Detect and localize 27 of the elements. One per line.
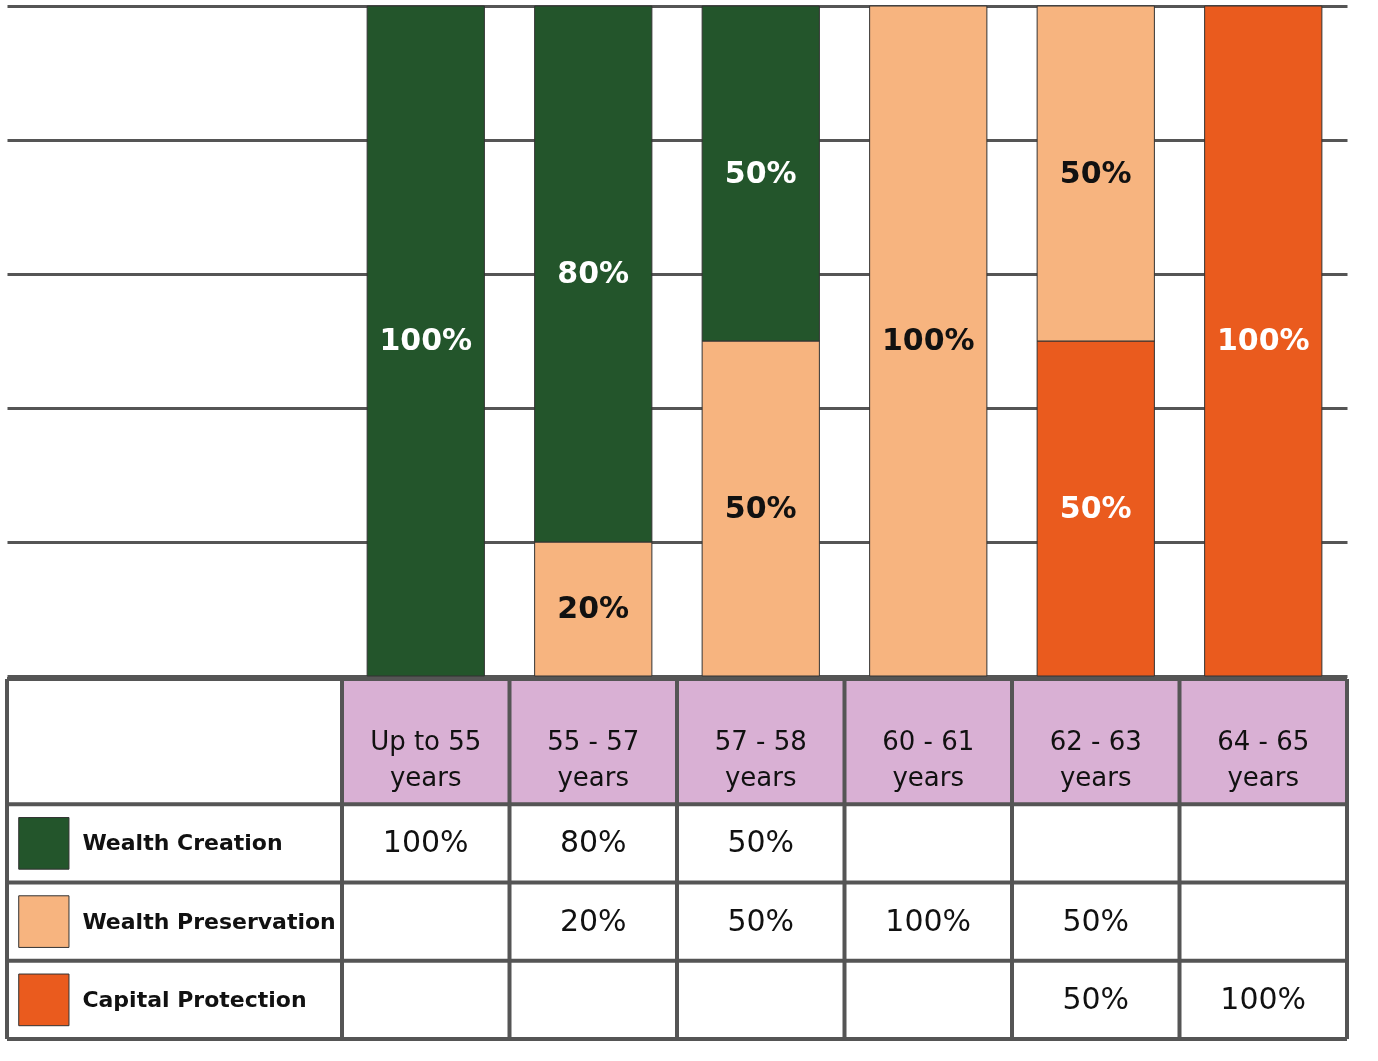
text: 20% [557, 590, 630, 625]
data-label: 100% [1220, 980, 1307, 1016]
text: 100% [379, 322, 473, 357]
data-label: 100% [382, 824, 469, 860]
text: 50% [1059, 154, 1132, 190]
text: 100% [1216, 322, 1310, 357]
x-tick-label: Up to 55 years [370, 725, 482, 792]
data-label: 100% [885, 902, 972, 938]
x-tick-label: 60 - 61 years [882, 725, 975, 792]
text: 100% [881, 322, 975, 357]
legend-label: Capital Protection [82, 986, 307, 1012]
data-label: 80% [559, 824, 627, 860]
text: 50% [1059, 489, 1132, 525]
data-label: 50% [727, 902, 795, 938]
text: 50% [724, 154, 797, 190]
x-tick-label: 64 - 65 years [1217, 725, 1310, 792]
legend-label: Wealth Preservation [82, 908, 336, 934]
data-label: 50% [1062, 902, 1130, 938]
x-tick-label: 57 - 58 years [714, 725, 807, 792]
legend-label: Wealth Creation [82, 830, 283, 856]
data-label: 50% [1062, 980, 1130, 1016]
text: 50% [724, 489, 797, 525]
data-label: 50% [727, 824, 795, 860]
x-tick-label: 62 - 63 years [1049, 725, 1142, 792]
x-tick-label: 55 - 57 years [547, 725, 640, 792]
data-label: 20% [559, 902, 627, 938]
text: 80% [557, 255, 630, 290]
